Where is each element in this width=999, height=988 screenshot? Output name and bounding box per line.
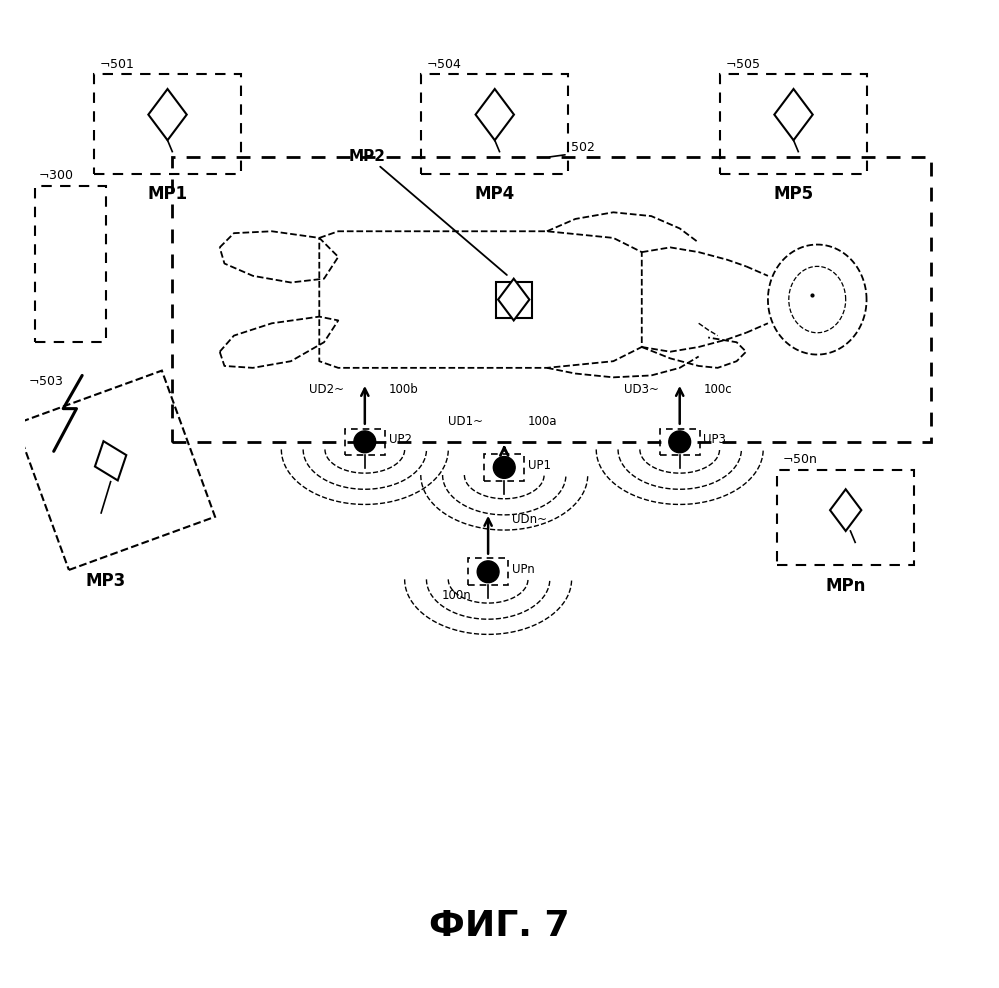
Bar bbox=[720, 74, 867, 174]
Text: MP1: MP1 bbox=[148, 186, 188, 204]
Text: 100b: 100b bbox=[389, 383, 419, 396]
Circle shape bbox=[354, 431, 376, 453]
Text: $\neg$50n: $\neg$50n bbox=[781, 453, 817, 466]
Circle shape bbox=[494, 456, 515, 478]
Circle shape bbox=[478, 561, 500, 583]
Text: $\neg$504: $\neg$504 bbox=[426, 57, 462, 70]
Polygon shape bbox=[499, 279, 529, 320]
Text: UD1~: UD1~ bbox=[449, 415, 484, 429]
Bar bbox=[35, 186, 106, 342]
Text: 100c: 100c bbox=[703, 383, 732, 396]
Text: UP1: UP1 bbox=[527, 459, 551, 472]
Text: UP2: UP2 bbox=[389, 434, 412, 447]
Text: MP2: MP2 bbox=[349, 149, 386, 164]
Text: MP3: MP3 bbox=[86, 572, 126, 590]
Polygon shape bbox=[148, 89, 187, 140]
Bar bbox=[422, 74, 568, 174]
Bar bbox=[485, 454, 524, 481]
Bar bbox=[659, 429, 699, 455]
Bar bbox=[777, 470, 914, 565]
Polygon shape bbox=[95, 442, 126, 480]
Bar bbox=[345, 429, 385, 455]
Text: 502: 502 bbox=[570, 141, 594, 154]
Bar bbox=[469, 558, 508, 585]
Text: 100n: 100n bbox=[442, 589, 472, 602]
Polygon shape bbox=[774, 89, 813, 140]
Bar bbox=[172, 157, 931, 442]
Text: UD3~: UD3~ bbox=[624, 383, 659, 396]
Text: $\neg$501: $\neg$501 bbox=[99, 57, 134, 70]
Text: $\neg$300: $\neg$300 bbox=[38, 169, 73, 182]
Text: UDn~: UDn~ bbox=[511, 513, 546, 526]
Text: MPn: MPn bbox=[825, 577, 866, 595]
Text: 100a: 100a bbox=[527, 415, 557, 428]
Polygon shape bbox=[830, 489, 861, 531]
Text: MP5: MP5 bbox=[773, 186, 813, 204]
Text: MP4: MP4 bbox=[475, 186, 514, 204]
Text: ФИГ. 7: ФИГ. 7 bbox=[430, 909, 569, 943]
Polygon shape bbox=[476, 89, 513, 140]
Text: UP3: UP3 bbox=[703, 434, 726, 447]
Text: UPn: UPn bbox=[511, 563, 534, 576]
Bar bbox=[496, 282, 531, 317]
Text: $\neg$503: $\neg$503 bbox=[28, 374, 63, 387]
Text: $\neg$505: $\neg$505 bbox=[724, 57, 760, 70]
Circle shape bbox=[668, 431, 690, 453]
Bar bbox=[94, 74, 241, 174]
Text: UD2~: UD2~ bbox=[309, 383, 344, 396]
